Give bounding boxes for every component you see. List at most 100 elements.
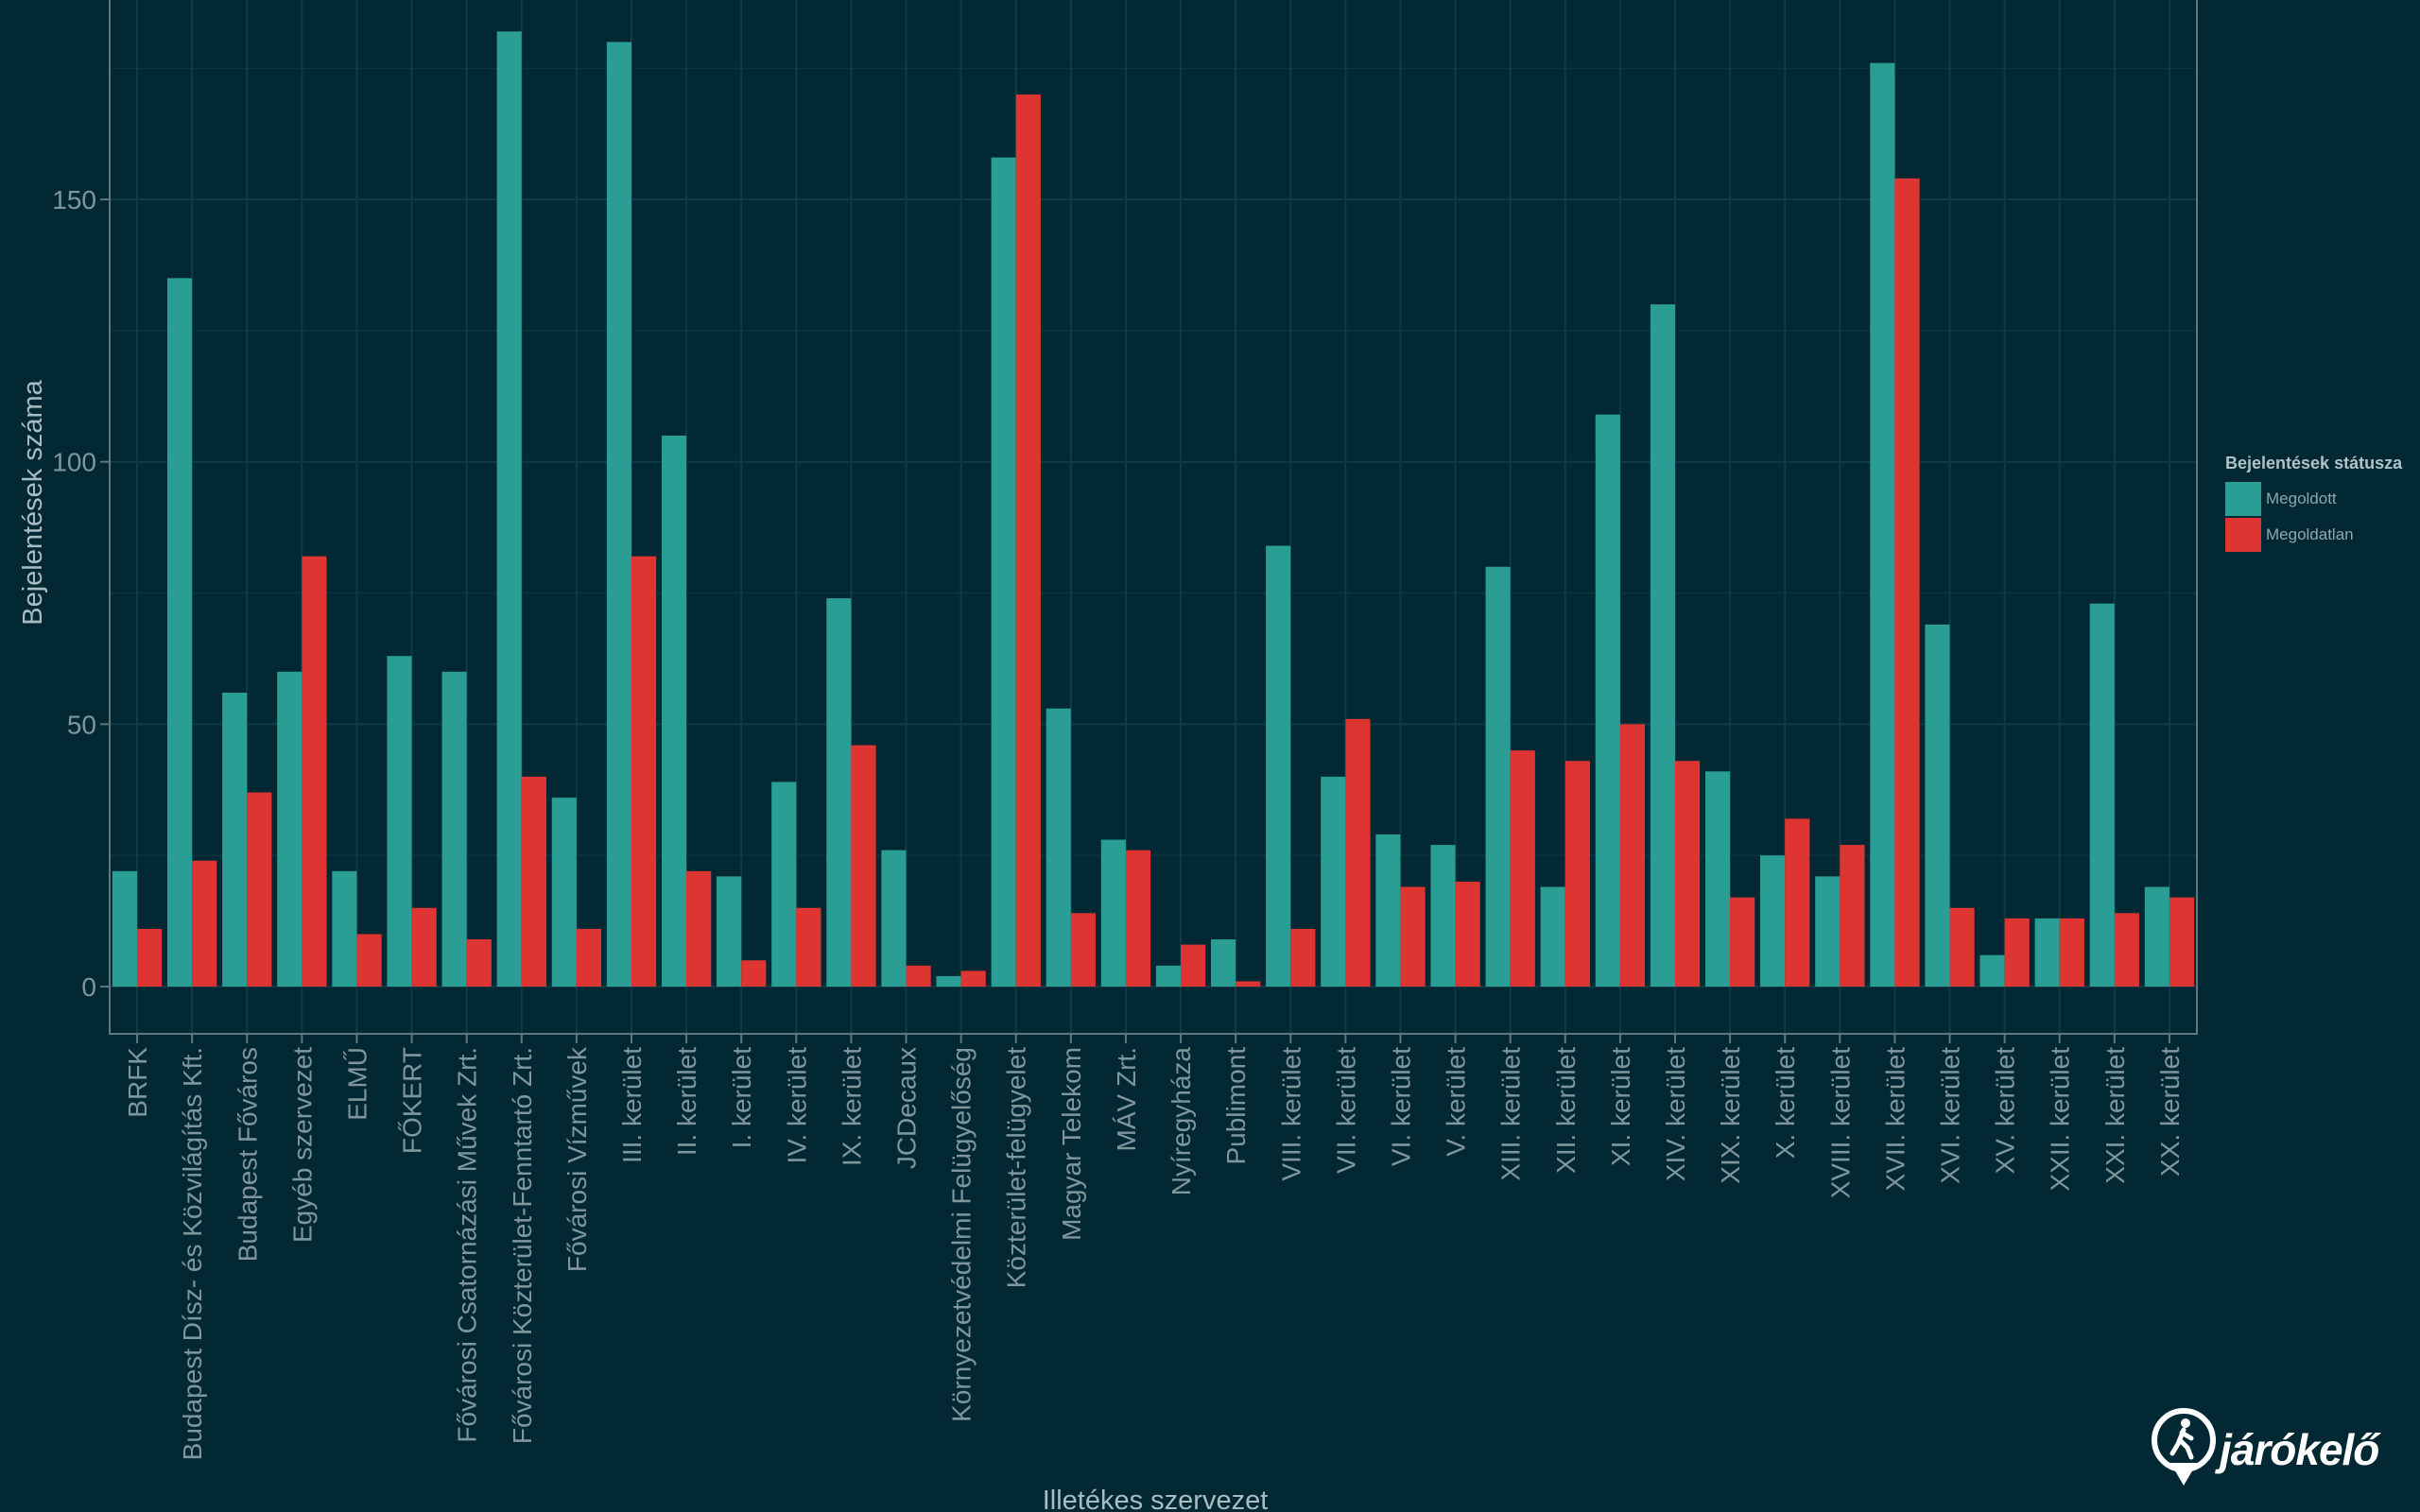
bar-megoldatlan [411, 907, 437, 988]
bar-megoldott [881, 850, 907, 988]
legend-swatch [2225, 518, 2261, 552]
bar-megoldatlan [851, 745, 876, 988]
x-tick-label: XV. kerület [1991, 1047, 2020, 1175]
bar-megoldatlan [576, 928, 602, 988]
x-tick-label: JCDecaux [892, 1047, 922, 1169]
bar-megoldatlan [1619, 724, 1646, 988]
bar-megoldott [2089, 603, 2115, 988]
bar-megoldatlan [631, 556, 657, 988]
x-tick-label: XVII. kerület [1880, 1047, 1910, 1192]
bar-megoldatlan [1400, 886, 1426, 988]
bar-megoldatlan [1125, 850, 1151, 988]
bar-megoldatlan [466, 939, 492, 988]
x-tick-label: VI. kerület [1386, 1047, 1415, 1166]
bar-megoldott [1266, 545, 1291, 988]
bar-megoldott [1925, 624, 1950, 988]
bar-megoldott [441, 671, 467, 988]
x-tick-label: XIX. kerület [1716, 1047, 1745, 1184]
bar-megoldott [387, 656, 412, 988]
bar-megoldott [2034, 918, 2060, 988]
bar-megoldatlan [1236, 981, 1261, 988]
bar-megoldott [277, 671, 302, 988]
x-tick-label: XIV. kerület [1661, 1047, 1690, 1181]
bar-megoldatlan [1564, 761, 1590, 988]
x-tick-label: Környezetvédelmi Felügyelőség [947, 1047, 977, 1422]
x-tick-label: XX. kerület [2155, 1047, 2185, 1177]
x-tick-label: XXI. kerület [2100, 1047, 2130, 1184]
bar-megoldott [1704, 771, 1731, 988]
legend-swatch [2225, 482, 2261, 516]
bar-megoldott [717, 876, 742, 988]
x-tick-label: FŐKERT [398, 1047, 427, 1154]
bar-megoldatlan [1785, 818, 1810, 988]
x-tick-label: Közterület-felügyelet [1002, 1047, 1031, 1288]
bar-megoldott [167, 278, 193, 988]
bar-megoldatlan [1894, 178, 1920, 988]
x-tick-label: XVIII. kerület [1825, 1047, 1855, 1199]
bar-megoldott [1321, 776, 1346, 988]
bar-megoldatlan [960, 971, 986, 988]
bar-megoldatlan [1949, 907, 1975, 988]
walking-person-pin-icon [2152, 1408, 2216, 1486]
legend-title: Bejelentések státusza [2225, 454, 2403, 472]
x-tick-label: ELMŰ [342, 1047, 372, 1121]
bar-megoldatlan [137, 928, 163, 988]
legend-label: Megoldatlan [2266, 525, 2354, 543]
bar-megoldott [1211, 939, 1236, 988]
bar-megoldatlan [356, 934, 382, 988]
bar-megoldatlan [1015, 94, 1041, 988]
bar-megoldatlan [2169, 897, 2195, 988]
x-tick-label: XI. kerület [1606, 1047, 1635, 1166]
bar-megoldott [1375, 833, 1401, 988]
bar-megoldatlan [906, 965, 931, 988]
bar-megoldott [1979, 954, 2005, 988]
bar-megoldatlan [192, 860, 217, 988]
x-tick-label: VIII. kerület [1276, 1047, 1305, 1181]
y-tick-label: 0 [81, 972, 96, 1002]
x-tick-label: MÁV Zrt. [1112, 1047, 1141, 1151]
bar-megoldott [1485, 566, 1511, 988]
bar-megoldatlan [1455, 881, 1480, 988]
jarokelo-logo: járókelő [2150, 1406, 2379, 1493]
x-tick-label: Egyéb szervezet [287, 1047, 317, 1243]
y-tick-label: 100 [52, 448, 96, 477]
bar-megoldott [1155, 965, 1182, 988]
x-tick-label: XXII. kerület [2046, 1047, 2075, 1192]
legend-item-megoldatlan: Megoldatlan [2225, 517, 2402, 553]
legend: Bejelentések státusza Megoldott Megoldat… [2225, 454, 2402, 553]
bar-megoldatlan [302, 556, 327, 988]
bar-megoldott [826, 598, 852, 988]
y-tick-label: 50 [67, 710, 96, 739]
bar-megoldott [1595, 414, 1620, 988]
bar-megoldatlan [1070, 913, 1096, 988]
bar-megoldatlan [2004, 918, 2030, 988]
bar-megoldatlan [1181, 944, 1206, 988]
bar-megoldott [496, 31, 522, 988]
bar-megoldott [1046, 708, 1071, 988]
x-tick-label: V. kerület [1442, 1047, 1471, 1157]
bar-megoldott [332, 870, 357, 988]
x-tick-label: IV. kerület [782, 1047, 811, 1164]
x-tick-label: IX. kerület [837, 1047, 866, 1166]
bar-megoldatlan [2114, 913, 2139, 988]
bar-megoldott [2144, 886, 2169, 988]
bar-megoldatlan [1290, 928, 1316, 988]
x-tick-label: XII. kerület [1551, 1047, 1581, 1174]
legend-label: Megoldott [2266, 490, 2337, 507]
bar-megoldott [112, 870, 138, 988]
x-tick-label: I. kerület [727, 1047, 756, 1149]
y-axis-title: Bejelentések száma [18, 379, 48, 625]
bar-megoldatlan [521, 776, 546, 988]
x-tick-label: BRFK [123, 1047, 152, 1118]
bar-megoldott [606, 42, 631, 988]
bar-megoldott [661, 435, 687, 988]
bar-megoldatlan [1730, 897, 1755, 988]
bar-megoldott [1430, 845, 1456, 988]
x-tick-label: Fővárosi Vízművek [562, 1046, 592, 1272]
bar-megoldatlan [1510, 750, 1535, 988]
x-tick-label: Nyíregyháza [1167, 1047, 1196, 1196]
x-axis: BRFK Budapest Dísz- és Közvilágítás Kft. B… [123, 1034, 2185, 1460]
bar-megoldott [991, 157, 1016, 988]
y-axis: 0 50 100 150 [52, 185, 110, 1002]
